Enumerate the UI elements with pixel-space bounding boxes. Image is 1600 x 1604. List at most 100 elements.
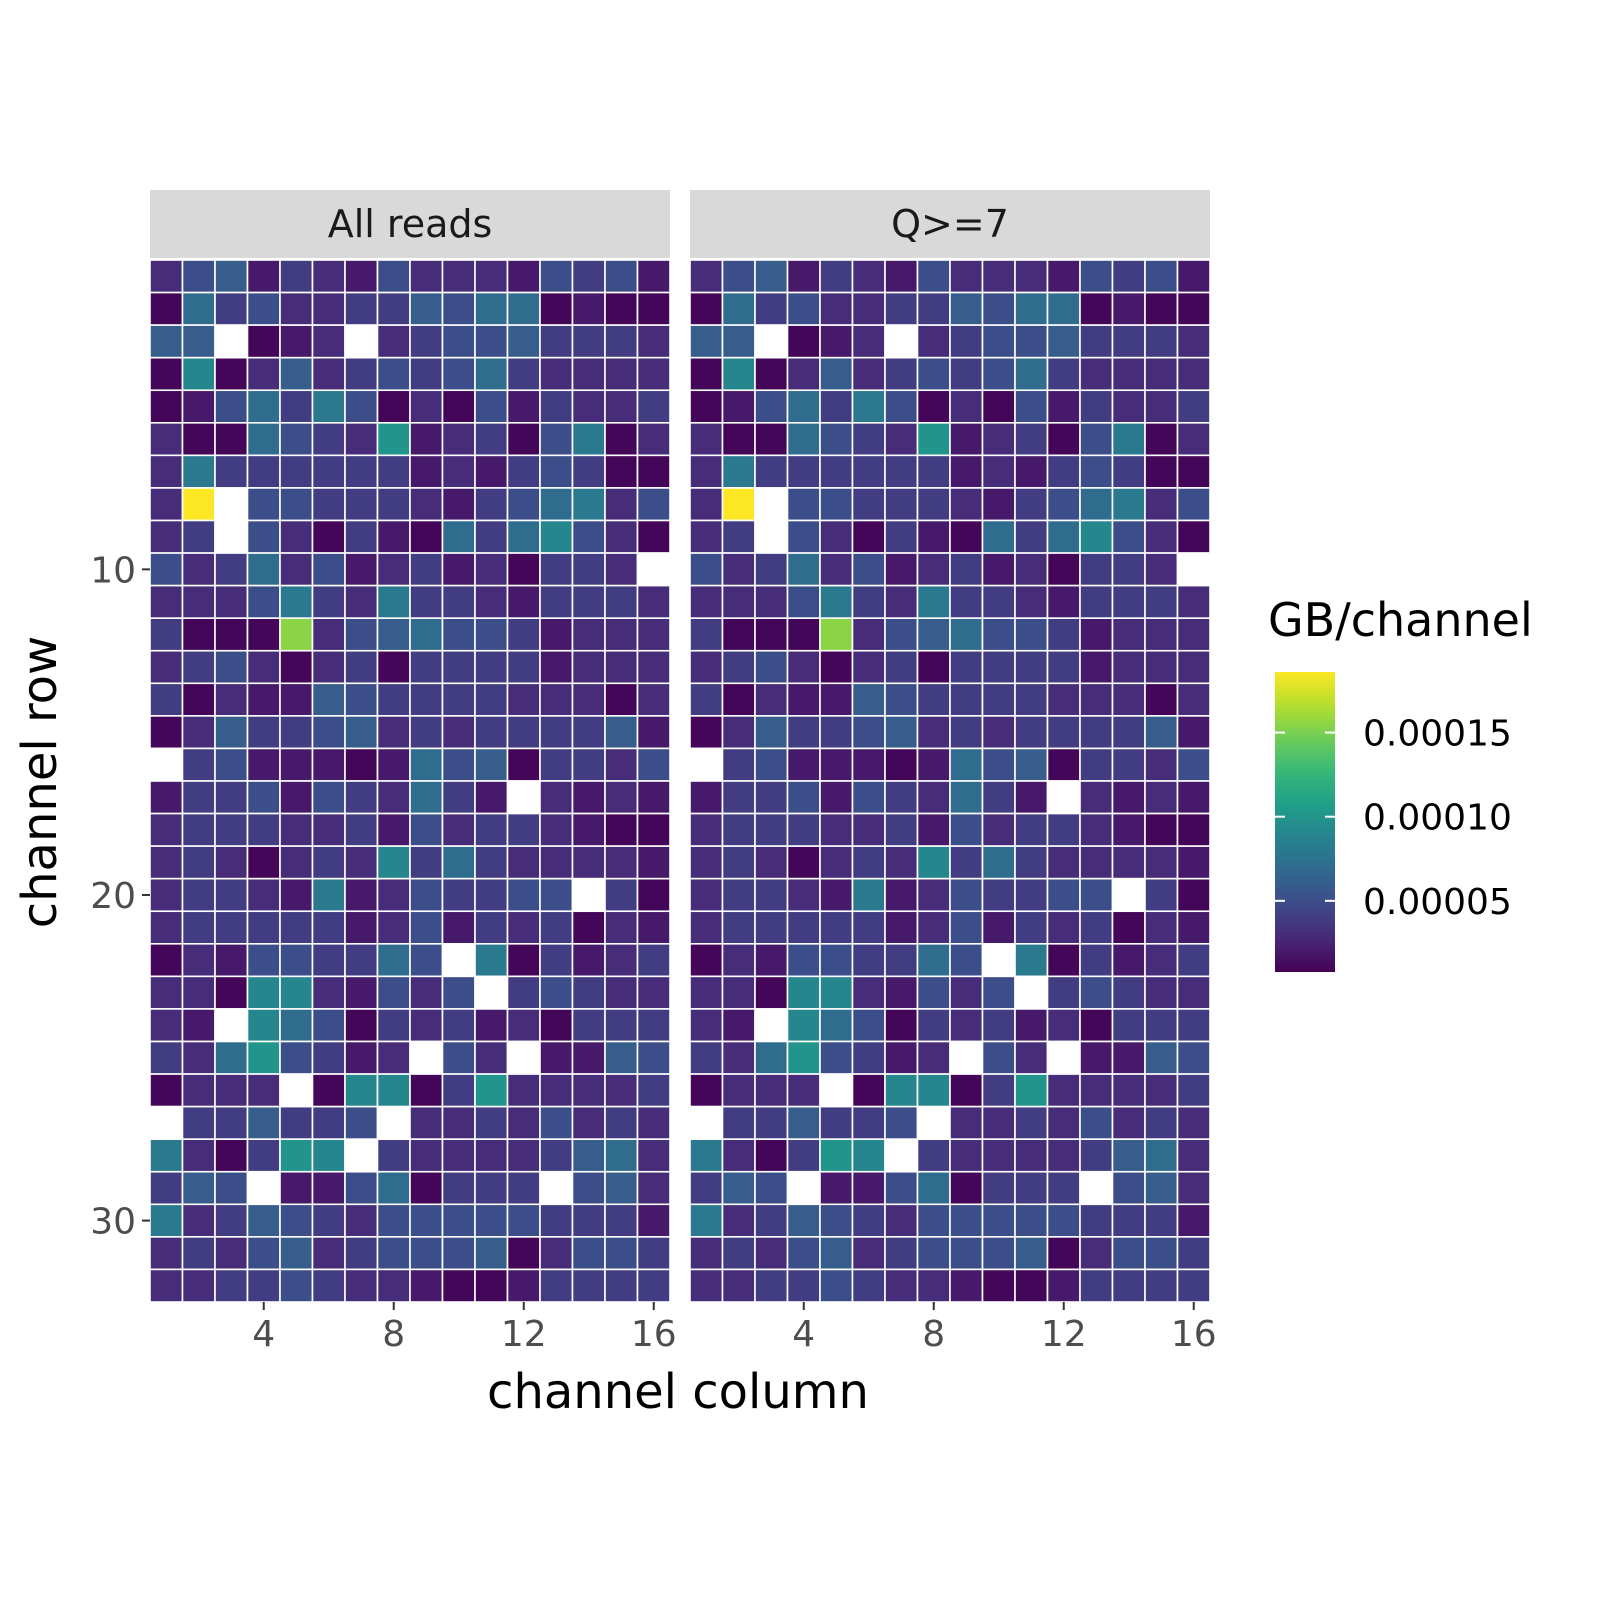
heatmap-cell (851, 552, 886, 587)
heatmap-cell (754, 845, 789, 880)
heatmap-cell (851, 845, 886, 880)
heatmap-cell (149, 552, 184, 587)
heatmap-cell (754, 747, 789, 782)
heatmap-cell (604, 1073, 639, 1108)
heatmap-cell (506, 356, 541, 392)
heatmap-cell (409, 747, 444, 782)
heatmap-cell (604, 715, 639, 750)
heatmap-cell (851, 356, 886, 392)
heatmap-cell (981, 1236, 1016, 1271)
heatmap-cell (279, 877, 314, 913)
heatmap-cell (181, 1008, 216, 1043)
heatmap-cell (884, 975, 919, 1010)
heatmap-cell (689, 519, 724, 554)
heatmap-cell (1079, 910, 1114, 945)
heatmap-cell (376, 454, 411, 489)
heatmap-cell (311, 1170, 346, 1206)
heatmap-cell (539, 877, 574, 913)
heatmap-cell (246, 584, 281, 619)
heatmap-cell (1046, 454, 1081, 489)
heatmap-cell (506, 552, 541, 587)
heatmap-cell (754, 943, 789, 978)
heatmap-cell (474, 422, 509, 457)
heatmap-cell (149, 812, 184, 847)
heatmap-cell (539, 975, 574, 1010)
heatmap-cell (539, 291, 574, 326)
heatmap-cell (181, 1138, 216, 1173)
heatmap-cell (279, 324, 314, 359)
heatmap-cell (636, 1236, 671, 1271)
heatmap-cell (474, 519, 509, 554)
heatmap-cell (819, 1040, 854, 1075)
heatmap-cell (149, 1008, 184, 1043)
heatmap-cell (1144, 617, 1179, 652)
heatmap-cell (1111, 1170, 1146, 1206)
heatmap-cell (1111, 454, 1146, 489)
heatmap-cell (344, 845, 379, 880)
heatmap-cell (1046, 649, 1081, 685)
heatmap-cell (571, 324, 606, 359)
heatmap-cell (1046, 1203, 1081, 1238)
heatmap-cell (181, 943, 216, 978)
heatmap-cell (1144, 552, 1179, 587)
heatmap-cell (981, 682, 1016, 717)
heatmap-cell (181, 1073, 216, 1108)
heatmap-cell (721, 324, 756, 359)
heatmap-cell (689, 389, 724, 424)
heatmap-cell (441, 682, 476, 717)
heatmap-cell (441, 487, 476, 522)
heatmap-cell (689, 324, 724, 359)
heatmap-cell (214, 552, 249, 587)
heatmap-cell (181, 1236, 216, 1271)
heatmap-cell (981, 780, 1016, 815)
heatmap-cell (689, 845, 724, 880)
heatmap-cell (506, 780, 541, 815)
heatmap-cell (214, 259, 249, 294)
heatmap-cell (819, 1105, 854, 1140)
heatmap-cell (1144, 1236, 1179, 1271)
heatmap-cell (1144, 454, 1179, 489)
heatmap-cell (409, 649, 444, 685)
heatmap-cell (1176, 324, 1211, 359)
heatmap-cell (604, 1105, 639, 1140)
heatmap-cell (311, 356, 346, 392)
heatmap-cell (474, 617, 509, 652)
heatmap-cell (819, 812, 854, 847)
heatmap-cell (506, 910, 541, 945)
heatmap-cell (949, 1008, 984, 1043)
heatmap-cell (1014, 877, 1049, 913)
heatmap-cell (1014, 780, 1049, 815)
heatmap-cell (279, 1105, 314, 1140)
heatmap-cell (1014, 1008, 1049, 1043)
heatmap-cell (851, 1236, 886, 1271)
heatmap-cell (279, 356, 314, 392)
heatmap-cell (754, 780, 789, 815)
heatmap-cell (786, 389, 821, 424)
heatmap-cell (851, 1040, 886, 1075)
heatmap-cell (604, 877, 639, 913)
heatmap-cell (884, 1008, 919, 1043)
heatmap-cell (376, 845, 411, 880)
heatmap-cell (851, 519, 886, 554)
heatmap-cell (246, 1170, 281, 1206)
heatmap-cell (539, 1040, 574, 1075)
heatmap-cell (721, 877, 756, 913)
heatmap-cell (916, 715, 951, 750)
heatmap-cell (409, 975, 444, 1010)
heatmap-cell (1111, 715, 1146, 750)
heatmap-cell (1144, 584, 1179, 619)
heatmap-cell (571, 422, 606, 457)
heatmap-cell (214, 715, 249, 750)
heatmap-cell (344, 682, 379, 717)
y-tick-label: 30 (90, 1202, 136, 1243)
heatmap-cell (754, 617, 789, 652)
heatmap-cell (1079, 617, 1114, 652)
heatmap-cell (214, 780, 249, 815)
heatmap-cell (376, 291, 411, 326)
heatmap-cell (441, 1236, 476, 1271)
heatmap-cell (884, 519, 919, 554)
heatmap-cell (754, 682, 789, 717)
heatmap-cell (344, 975, 379, 1010)
heatmap-cell (754, 389, 789, 424)
heatmap-cell (1176, 975, 1211, 1010)
